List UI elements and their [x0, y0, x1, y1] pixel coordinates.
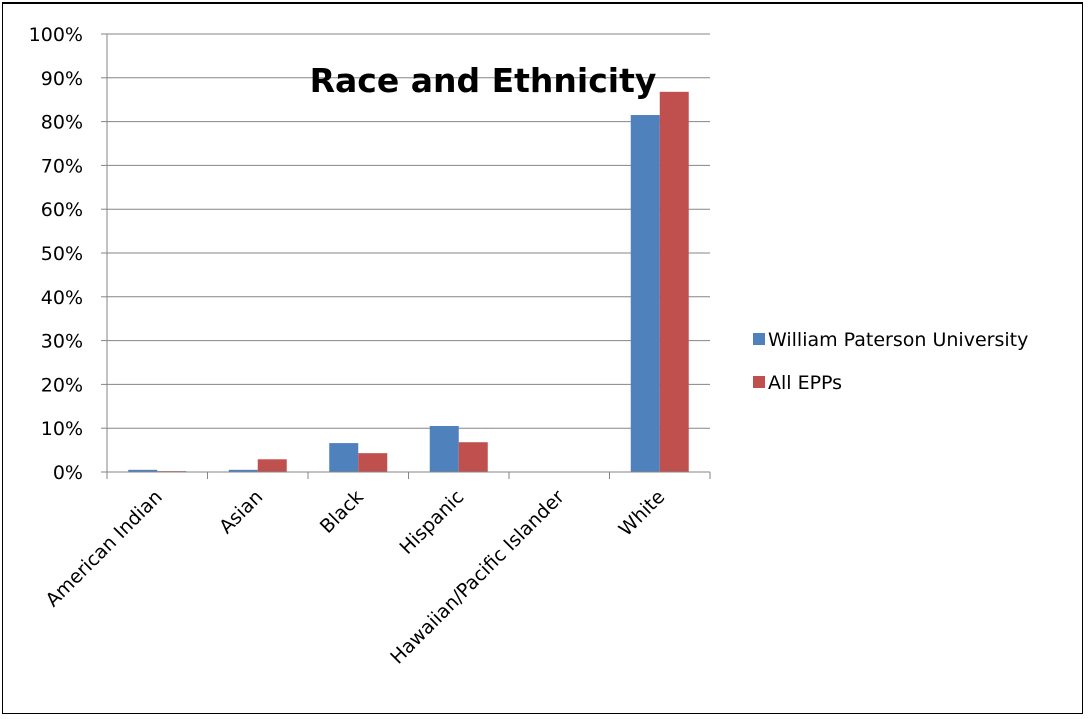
bar-william-paterson-university-asian [228, 469, 258, 472]
legend-swatch [753, 376, 765, 388]
bar-all-epps-hispanic [458, 442, 488, 472]
bar-william-paterson-university-black [329, 443, 359, 472]
y-tick-label: 50% [41, 243, 83, 265]
bar-all-epps-white [659, 91, 689, 472]
legend-label: William Paterson University [768, 329, 1028, 351]
y-tick-labels: 0% 10% 20% 30% 40% 50% 60% 70% 80% 90% 100% [29, 24, 83, 484]
legend-label: All EPPs [768, 372, 842, 394]
y-tick-label: 20% [41, 374, 83, 396]
y-tick-label: 40% [41, 287, 83, 309]
bar-william-paterson-university-hispanic [429, 426, 459, 472]
legend: William Paterson University All EPPs [753, 329, 1028, 394]
y-tick-label: 70% [41, 155, 83, 177]
gridlines [101, 33, 710, 473]
y-tick-label: 100% [29, 24, 83, 46]
y-tick-label: 10% [41, 418, 83, 440]
bar-william-paterson-university-white [630, 115, 660, 472]
bar-all-epps-asian [257, 459, 287, 472]
x-tick-label: American Indian [42, 486, 167, 611]
y-tick-label: 0% [53, 462, 83, 484]
x-tick-label: Black [316, 486, 368, 538]
bars [128, 91, 689, 472]
y-tick-label: 90% [41, 68, 83, 90]
bar-all-epps-black [358, 453, 388, 472]
legend-swatch [753, 333, 765, 345]
x-tick-label: Hawaiian/Pacific Islander [386, 486, 569, 669]
x-tick-labels: American Indian Asian Black HispanicHawaiia… [42, 486, 670, 669]
x-tick-label: Asian [215, 486, 267, 538]
x-tick-label: Hispanic [395, 486, 468, 559]
y-tick-label: 80% [41, 112, 83, 134]
axes [106, 34, 711, 479]
bar-william-paterson-university-american-indian [128, 469, 158, 472]
x-tick-label: White [615, 486, 670, 541]
chart-title: Race and Ethnicity [310, 61, 657, 100]
y-tick-label: 30% [41, 331, 83, 353]
y-tick-label: 60% [41, 199, 83, 221]
